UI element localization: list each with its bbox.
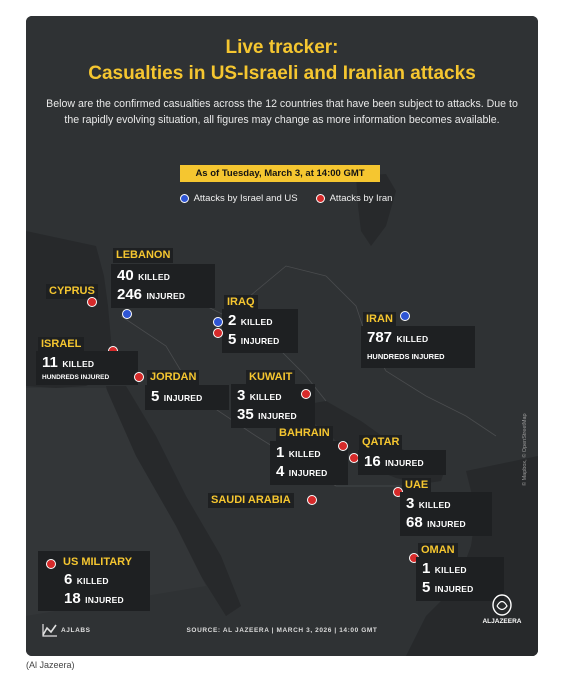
bahrain-box: 1 KILLED 4 INJURED xyxy=(270,441,348,485)
killed-label: KILLED xyxy=(434,565,467,575)
injured-label: INJURED xyxy=(434,584,474,594)
ajlabs-brand: AJLABS xyxy=(42,623,91,637)
kuwait-box: 3 KILLED 35 INJURED xyxy=(231,384,315,428)
aljazeera-logo-text: ALJAZEERA xyxy=(482,618,522,625)
oman-injured: 5 xyxy=(422,579,431,596)
bahrain-injured: 4 xyxy=(276,463,285,480)
iran-box: 787 KILLED HUNDREDS INJURED xyxy=(361,326,475,368)
us-military-iran-marker xyxy=(46,559,56,569)
oman-killed: 1 xyxy=(422,560,431,577)
killed-label: KILLED xyxy=(76,576,109,586)
lebanon-killed: 40 xyxy=(117,267,134,284)
title-line1: Live tracker: xyxy=(225,37,339,58)
iran-israel-us-marker xyxy=(400,311,410,321)
us-military-killed: 6 xyxy=(64,571,73,588)
blue-dot-icon xyxy=(179,193,189,203)
iraq-iran-marker xyxy=(213,328,223,338)
iran-injured-text: HUNDREDS INJURED xyxy=(367,352,445,361)
aljazeera-logo: ALJAZEERA xyxy=(474,594,530,625)
us-military-injured: 18 xyxy=(64,590,81,607)
subtitle: Below are the confirmed casualties acros… xyxy=(46,98,518,126)
injured-label: INJURED xyxy=(427,519,466,529)
israel-box: 11 KILLED HUNDREDS INJURED xyxy=(36,351,138,385)
image-caption: (Al Jazeera) xyxy=(26,660,75,670)
saudi-iran-marker xyxy=(307,495,317,505)
oman-box: 1 KILLED 5 INJURED xyxy=(416,557,504,601)
iraq-injured: 5 xyxy=(228,331,237,348)
lebanon-injured: 246 xyxy=(117,286,143,303)
jordan-iran-marker xyxy=(134,372,144,382)
map-credit: © Mapbox, © OpenStreetMap xyxy=(522,413,528,486)
ajlabs-label: AJLABS xyxy=(61,626,91,634)
kuwait-iran-marker xyxy=(301,389,311,399)
lebanon-name: LEBANON xyxy=(113,248,174,263)
uae-name: UAE xyxy=(402,478,432,493)
injured-label: INJURED xyxy=(240,336,280,346)
killed-label: KILLED xyxy=(418,500,451,510)
iran-killed: 787 xyxy=(367,329,393,346)
uae-killed: 3 xyxy=(406,495,415,512)
red-dot-icon xyxy=(315,193,325,203)
bahrain-killed: 1 xyxy=(276,444,285,461)
source-line: SOURCE: AL JAZEERA | MARCH 3, 2026 | 14:… xyxy=(186,627,378,634)
cyprus-name: CYPRUS xyxy=(46,284,98,299)
legend-iran: Attacks by Iran xyxy=(315,192,393,204)
kuwait-injured: 35 xyxy=(237,406,254,423)
killed-label: KILLED xyxy=(249,392,282,402)
killed-label: KILLED xyxy=(288,449,321,459)
caspian-sea xyxy=(356,174,396,246)
title-line2: Casualties in US-Israeli and Iranian att… xyxy=(88,63,476,84)
kuwait-killed: 3 xyxy=(237,387,246,404)
killed-label: KILLED xyxy=(138,272,171,282)
qatar-box: 16 INJURED xyxy=(358,450,446,475)
killed-label: KILLED xyxy=(240,317,273,327)
israel-killed: 11 xyxy=(42,354,58,371)
kuwait-name: KUWAIT xyxy=(246,370,296,385)
bahrain-iran-marker xyxy=(338,441,348,451)
lebanon-box: 40 KILLED 246 INJURED xyxy=(111,264,215,308)
uae-box: 3 KILLED 68 INJURED xyxy=(400,492,492,536)
iraq-box: 2 KILLED 5 INJURED xyxy=(222,309,298,353)
killed-label: KILLED xyxy=(62,359,95,369)
us-military-box: US MILITARY 6 KILLED 18 INJURED xyxy=(38,551,150,611)
israel-name: ISRAEL xyxy=(38,337,85,352)
injured-label: INJURED xyxy=(163,393,203,403)
injured-label: INJURED xyxy=(385,458,424,468)
qatar-injured: 16 xyxy=(364,453,381,470)
us-military-name: US MILITARY xyxy=(63,556,133,568)
injured-label: INJURED xyxy=(146,291,186,301)
jordan-name: JORDAN xyxy=(147,370,200,385)
uae-injured: 68 xyxy=(406,514,423,531)
jordan-injured: 5 xyxy=(151,388,160,405)
saudi-name: SAUDI ARABIA xyxy=(208,493,294,508)
red-sea xyxy=(106,386,241,616)
legend-israel-us: Attacks by Israel and US xyxy=(179,192,298,204)
injured-label: INJURED xyxy=(258,411,297,421)
cyprus-iran-marker xyxy=(87,297,97,307)
oman-name: OMAN xyxy=(418,543,458,558)
legend-israel-us-label: Attacks by Israel and US xyxy=(193,192,298,204)
bahrain-name: BAHRAIN xyxy=(276,426,333,441)
killed-label: KILLED xyxy=(396,334,429,344)
lebanon-israel-us-marker xyxy=(122,309,132,319)
as-of-badge: As of Tuesday, March 3, at 14:00 GMT xyxy=(180,165,380,182)
arabian-sea xyxy=(406,456,538,656)
iraq-israel-us-marker xyxy=(213,317,223,327)
legend: Attacks by Israel and US Attacks by Iran xyxy=(156,188,416,208)
legend-iran-label: Attacks by Iran xyxy=(329,192,393,204)
israel-injured-text: HUNDREDS INJURED xyxy=(42,374,110,381)
infographic-card: Live tracker: Casualties in US-Israeli a… xyxy=(26,16,538,656)
iraq-killed: 2 xyxy=(228,312,237,329)
aljazeera-logo-icon xyxy=(492,594,512,616)
iran-name: IRAN xyxy=(363,312,396,327)
jordan-box: 5 INJURED xyxy=(145,385,229,410)
injured-label: INJURED xyxy=(288,468,328,478)
iraq-name: IRAQ xyxy=(224,295,258,310)
injured-label: INJURED xyxy=(85,595,124,605)
ajlabs-logo-icon xyxy=(42,624,57,637)
qatar-name: QATAR xyxy=(359,435,403,450)
